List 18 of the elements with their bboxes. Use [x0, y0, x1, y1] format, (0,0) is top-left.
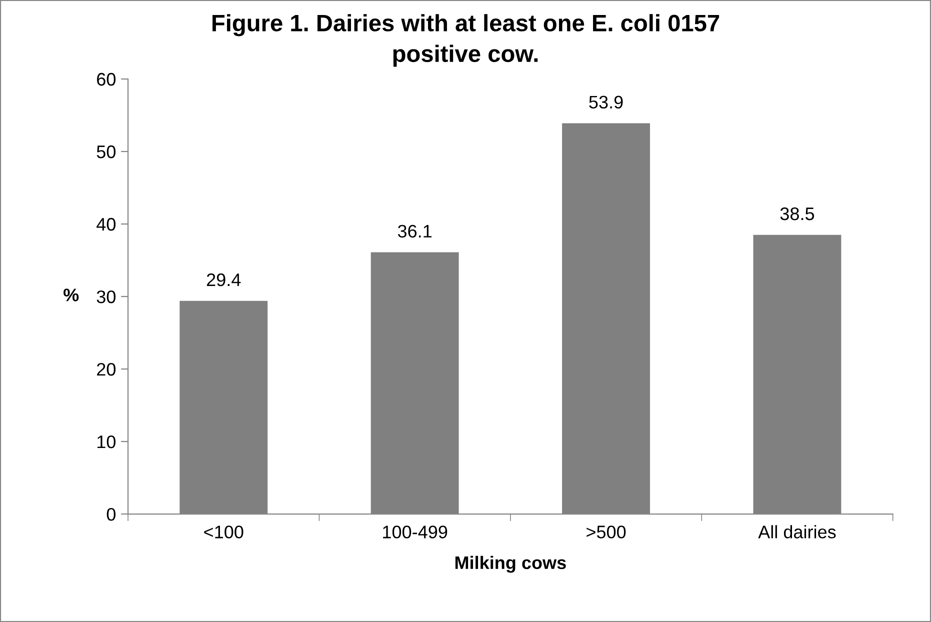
data-label: 38.5	[780, 207, 814, 220]
y-tick-label: 0	[106, 508, 116, 521]
chart-title: Figure 1. Dairies with at least one E. coli 0157 positive cow.	[212, 14, 720, 67]
y-tick-label: 60	[97, 72, 116, 86]
y-tick-label: 10	[98, 435, 116, 448]
data-label: 36.1	[398, 224, 432, 238]
y-axis-title: %	[64, 288, 79, 302]
x-tick-label: 100-499	[383, 526, 448, 538]
y-tick-label: 20	[97, 362, 116, 376]
y-tick-label: 30	[96, 290, 116, 304]
x-tick-label: All dairies	[758, 525, 836, 538]
x-axis-title: Milking cows	[455, 556, 566, 573]
data-label: 53.9	[589, 96, 623, 109]
x-tick-label: <100	[204, 526, 244, 538]
data-label: 29.4	[206, 273, 241, 286]
y-tick-label: 40	[96, 218, 116, 231]
y-tick-label: 50	[96, 145, 116, 158]
x-tick-label: >500	[586, 526, 626, 538]
